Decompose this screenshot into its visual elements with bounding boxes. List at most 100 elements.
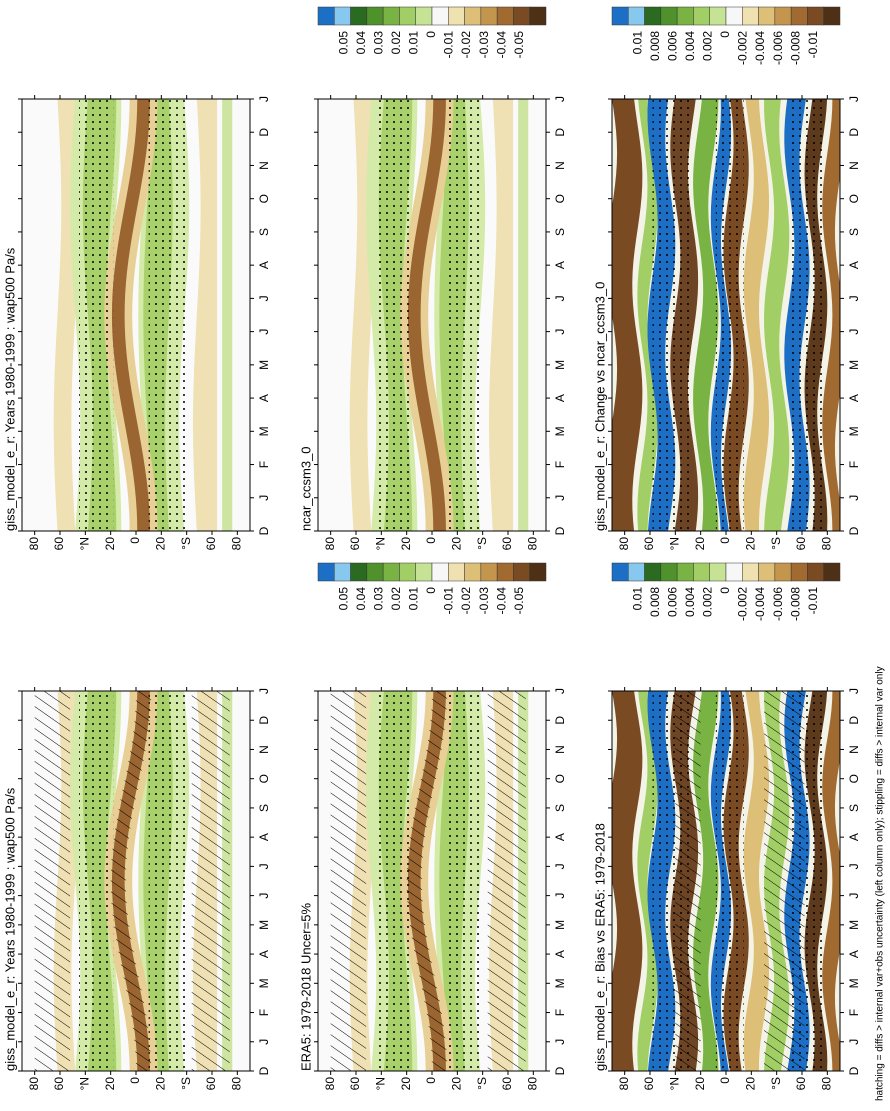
x-tick-label: O bbox=[257, 774, 271, 783]
contour-band bbox=[148, 691, 187, 1071]
x-tick-label: S bbox=[553, 228, 567, 236]
x-tick-label: N bbox=[553, 161, 567, 170]
colorbar-label: 0 bbox=[424, 587, 438, 594]
x-tick-label: F bbox=[553, 461, 567, 468]
x-tick-label: J bbox=[553, 688, 567, 694]
y-tick-label: 80 bbox=[820, 1077, 834, 1091]
x-tick-label: A bbox=[847, 950, 861, 958]
colorbar-box bbox=[676, 6, 694, 26]
contour-band bbox=[612, 99, 643, 531]
x-tick-label: J bbox=[553, 96, 567, 102]
x-tick-label: O bbox=[257, 194, 271, 203]
colorbar-box bbox=[496, 562, 514, 582]
field bbox=[612, 691, 840, 1071]
x-tick-label: J bbox=[257, 893, 271, 899]
contour-band bbox=[330, 691, 367, 1071]
y-tick-label: 80 bbox=[820, 537, 834, 551]
x-tick-label: S bbox=[553, 804, 567, 812]
contour-band bbox=[675, 691, 701, 1071]
x-tick-label: N bbox=[553, 745, 567, 754]
colorbar-label: 0 bbox=[718, 587, 732, 594]
contour-band bbox=[487, 691, 526, 1071]
x-tick-label: J bbox=[257, 1039, 271, 1045]
x-tick-label: J bbox=[847, 688, 861, 694]
colorbar-label: 0.01 bbox=[407, 31, 421, 55]
colorbar-box bbox=[399, 562, 416, 582]
y-tick-label: 80 bbox=[27, 1077, 41, 1091]
colorbar-label: -0.008 bbox=[788, 587, 802, 621]
y-tick-label: 20 bbox=[693, 537, 707, 551]
colorbar-label: 0.006 bbox=[666, 587, 680, 617]
y-tick-label: °S bbox=[769, 537, 783, 550]
y-tick-label: 80 bbox=[230, 1077, 244, 1091]
contour-band bbox=[637, 691, 658, 1071]
colorbar-box bbox=[448, 562, 465, 582]
y-tick-label: °N bbox=[668, 537, 682, 550]
x-tick-label: A bbox=[257, 394, 271, 402]
colorbar-label: -0.04 bbox=[494, 587, 508, 615]
y-tick-label: 20 bbox=[103, 537, 117, 551]
colorbar-box bbox=[758, 6, 776, 26]
panel-title: giss_model_e_r: Change vs ncar_ccsm3_0 bbox=[592, 282, 607, 531]
x-tick-label: J bbox=[553, 863, 567, 869]
contour-band bbox=[193, 99, 218, 531]
contour-band bbox=[822, 99, 840, 531]
colorbar-box bbox=[513, 6, 530, 26]
y-tick-label: 0 bbox=[424, 1077, 438, 1084]
contour-band bbox=[764, 691, 805, 1071]
x-tick-label: S bbox=[257, 804, 271, 812]
contour-band bbox=[822, 691, 840, 1071]
y-tick-label: 0 bbox=[128, 537, 142, 544]
colorbar-box bbox=[431, 6, 449, 26]
x-tick-label: F bbox=[553, 1009, 567, 1016]
contour-band bbox=[612, 691, 643, 1071]
colorbar-label: 0.01 bbox=[630, 31, 644, 55]
x-tick-label: J bbox=[553, 1039, 567, 1045]
x-tick-label: O bbox=[847, 774, 861, 783]
y-tick-label: 80 bbox=[323, 1077, 337, 1091]
x-tick-label: M bbox=[553, 920, 567, 930]
colorbar-box bbox=[709, 562, 727, 582]
field bbox=[318, 99, 546, 531]
contour-band bbox=[104, 99, 158, 531]
x-tick-label: J bbox=[847, 96, 861, 102]
y-tick-label: 60 bbox=[348, 537, 362, 551]
colorbar-box bbox=[709, 6, 727, 26]
y-tick-label: 80 bbox=[617, 537, 631, 551]
colorbar-label: 0.008 bbox=[648, 31, 662, 61]
x-tick-label: M bbox=[847, 360, 861, 370]
colorbar-box bbox=[758, 562, 776, 582]
y-tick-label: °S bbox=[179, 537, 193, 550]
contour-band bbox=[110, 691, 152, 1071]
colorbar-label: -0.006 bbox=[771, 31, 785, 65]
y-tick-label: °S bbox=[769, 1077, 783, 1090]
panel: ncar_ccsm3_0 80 60 °N 20 0 20 °S 60 80 D J F M A M J J A S O… bbox=[298, 6, 567, 551]
colorbar-box bbox=[480, 6, 498, 26]
colorbar-box bbox=[317, 562, 335, 582]
colorbar-label: -0.05 bbox=[512, 587, 526, 615]
y-tick-label: 60 bbox=[500, 537, 514, 551]
y-tick-label: 20 bbox=[450, 537, 464, 551]
colorbar-label: 0.01 bbox=[630, 587, 644, 611]
x-tick-label: M bbox=[847, 426, 861, 436]
x-tick-label: A bbox=[553, 261, 567, 269]
panel-title: giss_model_e_r: Bias vs ERA5: 1979-2018 bbox=[592, 823, 607, 1071]
y-tick-label: 0 bbox=[718, 1077, 732, 1084]
colorbar-box bbox=[350, 562, 368, 582]
x-tick-label: J bbox=[257, 329, 271, 335]
colorbar-box bbox=[480, 562, 498, 582]
x-tick-label: M bbox=[847, 978, 861, 988]
colorbar-box bbox=[725, 562, 743, 582]
contour-band bbox=[400, 691, 454, 1071]
contour-band bbox=[400, 99, 454, 531]
contour-band bbox=[444, 99, 483, 531]
x-tick-label: M bbox=[553, 978, 567, 988]
x-tick-label: D bbox=[847, 128, 861, 137]
y-tick-label: 60 bbox=[642, 1077, 656, 1091]
y-tick-label: 80 bbox=[617, 1077, 631, 1091]
contour-band bbox=[148, 99, 187, 531]
colorbar-box bbox=[399, 6, 416, 26]
colorbar-box bbox=[693, 6, 710, 26]
x-tick-label: A bbox=[847, 394, 861, 402]
panel: giss_model_e_r: Change vs ncar_ccsm3_0 80… bbox=[592, 6, 861, 551]
